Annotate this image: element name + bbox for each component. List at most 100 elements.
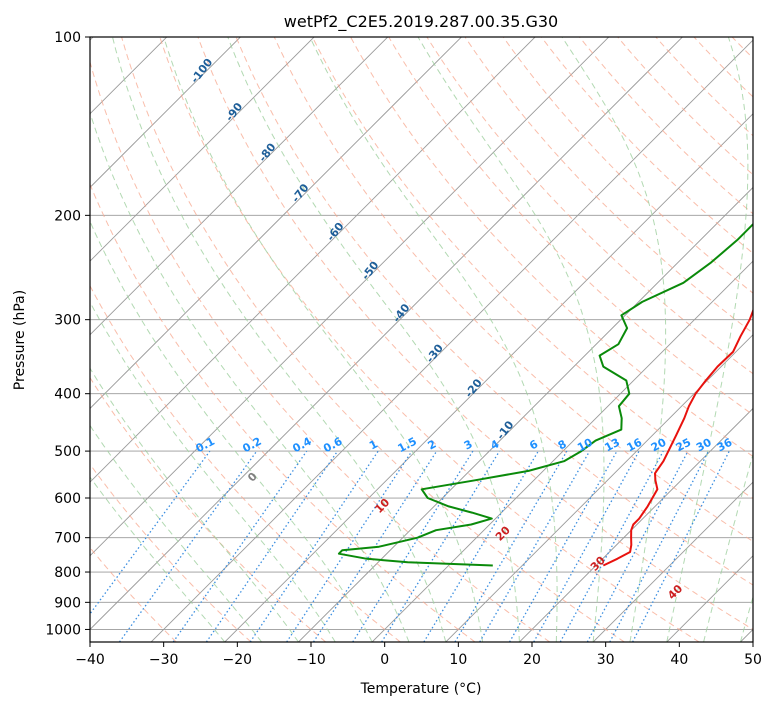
dry-adiabat-label: -10: [494, 418, 517, 442]
isotherm-line: [150, 39, 753, 642]
dry-adiabat: [426, 37, 753, 375]
y-tick-label: 900: [54, 595, 81, 611]
moist-adiabat: [666, 37, 749, 642]
mixing-ratio-label: 1: [367, 437, 380, 452]
mixing-ratio-line: [559, 450, 664, 642]
mixing-ratio-label: 16: [625, 436, 645, 455]
isotherm-line: [90, 37, 684, 631]
x-tick-label: −40: [75, 652, 105, 668]
dry-adiabat-label: -60: [324, 220, 347, 244]
x-tick-label: 10: [449, 652, 467, 668]
mixing-ratio-line: [312, 450, 438, 642]
axis-ticks: −40 −30 −20 −10 0 10 20 30 40 5010020030040050060…: [45, 30, 762, 668]
dry-adiabat: [90, 463, 252, 642]
dewpoint-line: [337, 222, 753, 567]
x-tick-label: −30: [149, 652, 179, 668]
line-labels: 0.1 0.2 0.4 0.6 1 1.5 2 3 4 6 8 10 13 16 20 25 30 36-100-…: [188, 56, 735, 602]
dry-adiabat: [90, 284, 401, 642]
mixing-ratio-label: 30: [694, 436, 714, 455]
dry-adiabat: [90, 376, 327, 642]
mixing-ratio-label: 20: [649, 436, 669, 455]
isotherm-line: [592, 481, 753, 642]
isotherm-line: [90, 37, 315, 262]
mixing-ratio-label: 0.2: [240, 435, 263, 456]
dry-adiabat: [540, 37, 753, 254]
isotherm-line: [224, 113, 753, 642]
mixing-ratio-label: 0.4: [290, 435, 314, 456]
mixing-ratio-label: 3: [462, 437, 475, 452]
dry-adiabat: [235, 37, 753, 586]
dry-adiabat: [159, 37, 700, 642]
isotherm-line: [666, 555, 753, 642]
plot-frame: [89, 36, 754, 643]
mixing-ratio-line: [479, 450, 591, 642]
mixing-ratio-label: 1.5: [396, 435, 419, 456]
mixing-ratio-line: [454, 450, 568, 642]
dry-adiabat: [90, 60, 551, 642]
dry-adiabat-label: -90: [223, 100, 246, 124]
y-tick-label: 600: [54, 491, 81, 507]
mixing-ratio-line: [381, 450, 501, 642]
isotherm-line: [90, 37, 463, 410]
moist-adiabat: [90, 367, 299, 642]
moist-adiabat: [739, 595, 753, 642]
sounding-lines: [337, 222, 753, 567]
moist-adiabat: [112, 37, 447, 642]
mixing-ratio-line: [352, 450, 474, 642]
dry-adiabat-label: -50: [359, 258, 382, 282]
mixing-ratio-label: 6: [527, 437, 540, 452]
y-tick-label: 300: [54, 313, 81, 329]
mixing-ratio-label: 0.1: [194, 435, 217, 456]
y-tick-label: 700: [54, 531, 81, 547]
y-tick-label: 500: [54, 444, 81, 460]
mixing-ratio-line: [586, 450, 689, 642]
x-tick-label: −20: [223, 652, 253, 668]
mixing-ratio-label: 2: [426, 437, 439, 452]
dry-adiabat: [731, 37, 753, 59]
isotherm-line: [90, 37, 389, 336]
mixing-ratio-line: [172, 450, 308, 642]
isotherm-line: [298, 186, 753, 642]
moist-adiabat: [561, 37, 667, 642]
mixing-ratio-line: [508, 450, 618, 642]
chart-title: wetPf2_C2E5.2019.287.00.35.G30: [284, 12, 558, 32]
dry-adiabat: [655, 37, 753, 137]
isotherm-line: [519, 407, 753, 642]
mixing-ratio-label: 13: [602, 436, 622, 455]
x-tick-label: 50: [744, 652, 762, 668]
x-tick-label: 0: [380, 652, 389, 668]
y-tick-label: 400: [54, 387, 81, 403]
isotherm-line: [90, 37, 536, 483]
background-lines: [90, 24, 775, 642]
moist-adiabat: [90, 301, 336, 642]
isotherm-line: [90, 37, 242, 189]
x-axis-label: Temperature (°C): [360, 681, 482, 697]
dry-adiabat: [693, 37, 753, 98]
x-tick-label: 40: [670, 652, 688, 668]
dry-adiabat: [90, 183, 476, 642]
y-tick-label: 200: [54, 208, 81, 224]
moist-adiabat: [90, 424, 262, 642]
x-tick-label: −10: [296, 652, 326, 668]
moist-adiabat-label: 0: [245, 470, 260, 485]
mixing-ratio-label: 10: [575, 436, 595, 455]
moist-adiabat: [163, 37, 484, 642]
isotherm-line: [90, 37, 610, 557]
moist-adiabat: [90, 111, 410, 642]
y-tick-label: 100: [54, 30, 81, 46]
mixing-ratio-line: [533, 450, 640, 642]
moist-adiabat: [227, 37, 520, 642]
moist-adiabat: [90, 476, 226, 642]
mixing-ratio-line: [423, 450, 539, 642]
moist-adiabat-label: 20: [493, 523, 513, 543]
mixing-ratio-line: [205, 450, 339, 642]
dry-adiabat: [757, 24, 775, 642]
mixing-ratio-label: 36: [715, 436, 735, 455]
moist-adiabat: [703, 452, 753, 642]
y-tick-label: 1000: [45, 622, 81, 638]
moist-adiabat: [417, 37, 605, 642]
moist-adiabat-label: 40: [665, 582, 685, 602]
mixing-ratio-label: 25: [674, 436, 694, 455]
mixing-ratio-line: [249, 450, 379, 642]
